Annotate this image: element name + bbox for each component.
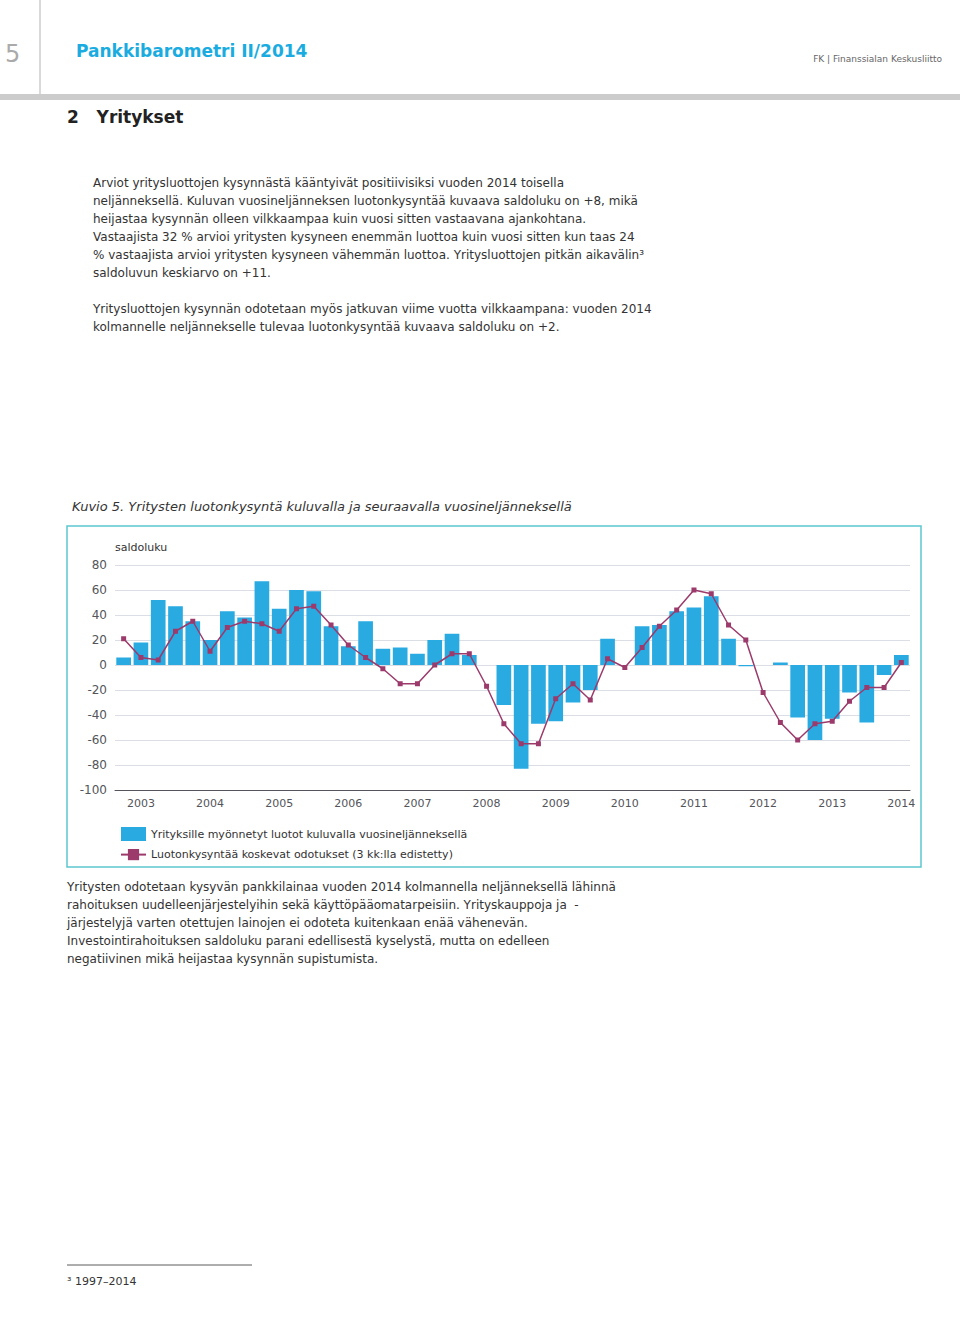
svg-text:2009: 2009 [542, 797, 570, 810]
svg-text:kolmannelle neljännekselle tul: kolmannelle neljännekselle tulevaa luoto… [93, 320, 560, 334]
svg-text:-80: -80 [87, 758, 107, 772]
svg-text:40: 40 [92, 608, 107, 622]
svg-text:Investointirahoituksen saldolu: Investointirahoituksen saldoluku parani … [67, 934, 549, 948]
svg-text:-20: -20 [87, 683, 107, 697]
svg-text:heijastaa kysynnän olleen vilk: heijastaa kysynnän olleen vilkkaampaa ku… [93, 212, 586, 226]
svg-text:60: 60 [92, 583, 107, 597]
svg-text:2004: 2004 [196, 797, 224, 810]
svg-text:Yritysluottojen kysynnän odote: Yritysluottojen kysynnän odotetaan myös … [92, 302, 652, 316]
svg-text:Arviot yritysluottojen kysynnä: Arviot yritysluottojen kysynnästä käänty… [93, 176, 564, 190]
svg-text:2007: 2007 [403, 797, 431, 810]
svg-text:20: 20 [92, 633, 107, 647]
svg-text:Luotonkysyntää koskevat odotuk: Luotonkysyntää koskevat odotukset (3 kk:… [151, 848, 453, 861]
svg-text:80: 80 [92, 558, 107, 572]
svg-text:negatiivinen mikä heijastaa ky: negatiivinen mikä heijastaa kysynnän sup… [67, 952, 378, 966]
svg-text:Kuvio 5. Yritysten luotonkysyn: Kuvio 5. Yritysten luotonkysyntä kuluval… [72, 499, 572, 514]
svg-text:-60: -60 [87, 733, 107, 747]
svg-text:Pankkibarometri II/2014: Pankkibarometri II/2014 [76, 41, 308, 61]
svg-text:FK | Finanssialan Keskusliitto: FK | Finanssialan Keskusliitto [813, 54, 942, 64]
svg-text:2003: 2003 [127, 797, 155, 810]
svg-text:2013: 2013 [818, 797, 846, 810]
svg-text:% vastaajista arvioi yritysten: % vastaajista arvioi yritysten kysyneen … [93, 248, 644, 262]
svg-text:neljänneksellä. Kuluvan vuosin: neljänneksellä. Kuluvan vuosineljännekse… [93, 194, 638, 208]
svg-text:2010: 2010 [611, 797, 639, 810]
svg-text:2012: 2012 [749, 797, 777, 810]
svg-text:-40: -40 [87, 708, 107, 722]
svg-text:5: 5 [5, 40, 20, 68]
svg-text:saldoluvun keskiarvo on +11.: saldoluvun keskiarvo on +11. [93, 266, 271, 280]
svg-text:2 Yritykset: 2 Yritykset [67, 107, 183, 127]
svg-text:Yrityksille myönnetyt luotot k: Yrityksille myönnetyt luotot kuluvalla v… [150, 828, 467, 841]
svg-text:saldoluku: saldoluku [115, 541, 167, 554]
svg-text:2006: 2006 [334, 797, 362, 810]
svg-text:2008: 2008 [473, 797, 501, 810]
svg-text:2014: 2014 [887, 797, 915, 810]
svg-text:³ 1997–2014: ³ 1997–2014 [67, 1275, 136, 1288]
svg-text:2011: 2011 [680, 797, 708, 810]
svg-text:Yritysten odotetaan kysyvän pa: Yritysten odotetaan kysyvän pankkilainaa… [66, 880, 616, 894]
svg-text:0: 0 [99, 658, 107, 672]
svg-text:-100: -100 [80, 783, 107, 797]
svg-text:Vastaajista 32 % arvioi yritys: Vastaajista 32 % arvioi yritysten kysyne… [93, 230, 635, 244]
svg-text:2005: 2005 [265, 797, 293, 810]
svg-text:rahoituksen uudelleenjärjestel: rahoituksen uudelleenjärjestelyihin sekä… [67, 898, 579, 912]
svg-text:järjestelyjä varten otettujen: järjestelyjä varten otettujen lainojen e… [66, 916, 528, 930]
